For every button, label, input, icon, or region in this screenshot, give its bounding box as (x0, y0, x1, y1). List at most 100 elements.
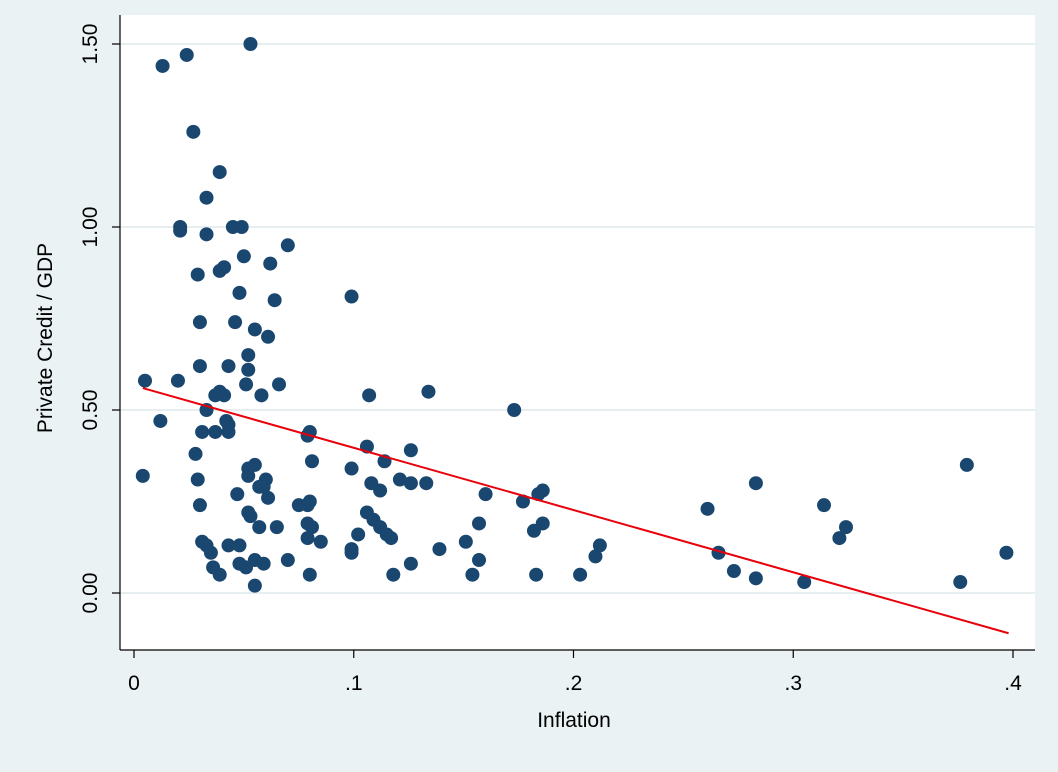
data-point (199, 227, 214, 242)
data-point (472, 516, 487, 531)
data-point (199, 190, 214, 205)
data-point (254, 388, 269, 403)
data-point (153, 413, 168, 428)
data-point (212, 165, 227, 180)
data-point (192, 498, 207, 513)
data-point (592, 538, 607, 553)
data-point (228, 315, 243, 330)
data-point (432, 542, 447, 557)
data-point (212, 263, 227, 278)
data-point (137, 373, 152, 388)
y-tick-label: 1.00 (79, 207, 102, 248)
data-point (170, 373, 185, 388)
data-point (588, 549, 603, 564)
data-point (261, 329, 276, 344)
data-point (797, 575, 812, 590)
data-point (269, 520, 284, 535)
data-point (252, 479, 267, 494)
x-tick-label: .1 (345, 672, 363, 695)
data-point (291, 498, 306, 513)
data-point (304, 520, 319, 535)
data-point (403, 556, 418, 571)
data-point (195, 424, 210, 439)
data-point (243, 509, 258, 524)
data-point (239, 377, 254, 392)
data-point (190, 472, 205, 487)
data-point (221, 424, 236, 439)
data-point (179, 47, 194, 62)
data-point (817, 498, 832, 513)
data-point (186, 124, 201, 139)
data-point (362, 388, 377, 403)
axes: 0.00 0.50 1.00 1.50 0 .1 .2 .3 .4 (79, 15, 1035, 695)
data-point (221, 538, 236, 553)
data-point (392, 472, 407, 487)
data-point (472, 553, 487, 568)
data-point (263, 256, 278, 271)
data-point (526, 523, 541, 538)
data-point (232, 285, 247, 300)
data-point (236, 249, 251, 264)
data-point (700, 501, 715, 516)
data-point (421, 384, 436, 399)
y-tick-label: 0.00 (79, 573, 102, 614)
data-point (573, 567, 588, 582)
data-point (280, 553, 295, 568)
data-point (344, 289, 359, 304)
data-point (252, 520, 267, 535)
data-point (300, 531, 315, 546)
data-point (748, 571, 763, 586)
data-point (726, 564, 741, 579)
data-point (239, 560, 254, 575)
data-point (135, 468, 150, 483)
data-point (241, 468, 256, 483)
data-point (261, 490, 276, 505)
data-point (478, 487, 493, 502)
y-tick-label: 1.50 (79, 24, 102, 65)
data-point (403, 476, 418, 491)
data-point (256, 556, 271, 571)
data-point (832, 531, 847, 546)
data-point (531, 487, 546, 502)
data-point (241, 348, 256, 363)
data-point (748, 476, 763, 491)
data-point (190, 267, 205, 282)
data-point (203, 545, 218, 560)
data-point (344, 545, 359, 560)
data-point (234, 220, 249, 234)
data-point (188, 446, 203, 461)
data-point (280, 238, 295, 253)
fit-line (142, 387, 1009, 635)
data-point (838, 520, 853, 535)
data-point (243, 37, 258, 51)
x-tick-label: .2 (565, 672, 583, 695)
data-point (953, 575, 968, 590)
data-point (221, 359, 236, 374)
data-point (267, 293, 282, 308)
data-point (241, 362, 256, 377)
data-point (458, 534, 473, 549)
data-point (304, 454, 319, 469)
x-tick-label: .4 (1004, 672, 1022, 695)
data-point (247, 322, 262, 337)
data-point (515, 494, 530, 509)
data-point (313, 534, 328, 549)
data-point (192, 359, 207, 374)
x-axis-label: Inflation (537, 709, 611, 732)
data-point (373, 483, 388, 498)
data-point (344, 461, 359, 476)
data-point (173, 223, 188, 238)
data-point (419, 476, 434, 491)
data-point (230, 487, 245, 502)
data-point (386, 567, 401, 582)
data-point (403, 443, 418, 458)
data-point (208, 388, 223, 403)
y-axis-label: Private Credit / GDP (34, 243, 57, 433)
data-point (529, 567, 544, 582)
data-point (959, 457, 974, 472)
x-tick-label: 0 (128, 672, 140, 695)
data-point (247, 578, 262, 593)
y-tick-label: 0.50 (79, 390, 102, 431)
gridlines (120, 43, 1035, 594)
